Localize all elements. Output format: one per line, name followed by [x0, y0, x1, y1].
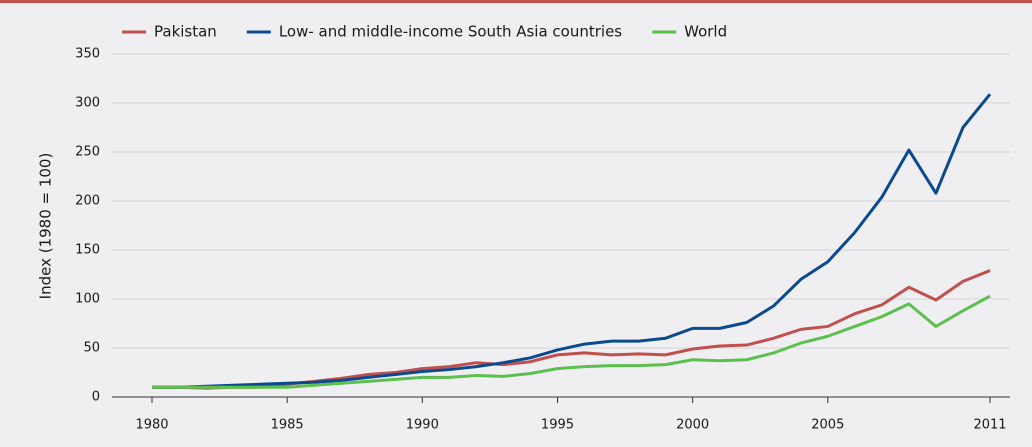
x-tick-label: 2005: [811, 418, 844, 433]
x-tick-label: 1995: [541, 418, 574, 433]
y-tick-label: 150: [75, 243, 100, 258]
legend-label: World: [684, 23, 727, 41]
legend: Pakistan Low- and middle-income South Asi…: [122, 23, 727, 41]
line-series: [152, 93, 992, 389]
y-axis-label: Index (1980 = 100): [37, 153, 55, 300]
y-tick-label: 350: [75, 47, 100, 62]
line-series: [152, 294, 991, 389]
x-tick-label: 1980: [135, 418, 168, 433]
y-tick-label: 300: [75, 96, 100, 111]
y-tick-label: 100: [75, 292, 100, 307]
y-tick-label: 200: [75, 194, 100, 209]
x-tick-label: 1985: [271, 418, 304, 433]
x-tick-label: 2000: [676, 418, 709, 433]
y-tick-label: 50: [83, 341, 100, 356]
y-tick-label: 250: [75, 145, 100, 160]
legend-label: Pakistan: [154, 23, 217, 41]
legend-label: Low- and middle-income South Asia countr…: [279, 23, 622, 41]
x-tick-label: 2011: [973, 418, 1006, 433]
y-tick-label: 0: [92, 390, 100, 405]
top-border: [0, 0, 1032, 3]
x-tick-label: 1990: [406, 418, 439, 433]
